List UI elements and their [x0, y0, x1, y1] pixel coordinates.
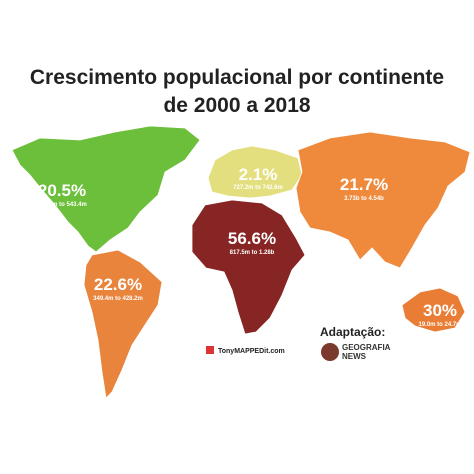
percent-label: 20.5%: [38, 181, 86, 200]
brand-name-1: GEOGRAFIA: [342, 343, 391, 352]
labels: 20.5% 450.8m to 543.4m 22.6% 349.4m to 4…: [37, 165, 461, 328]
percent-label: 21.7%: [340, 175, 388, 194]
percent-label: 30%: [423, 301, 457, 320]
percent-label: 56.6%: [228, 229, 276, 248]
asia: [295, 131, 471, 269]
title-line-1: Crescimento populacional por continente: [30, 66, 444, 89]
range-label: 3.73b to 4.54b: [344, 196, 384, 202]
range-label: 727.2m to 742.6m: [233, 185, 283, 191]
range-label: 19.0m to 24.7m: [418, 322, 461, 328]
oceania: [401, 287, 466, 333]
percent-label: 2.1%: [239, 165, 278, 184]
percent-label: 22.6%: [94, 275, 142, 294]
source-credit: TonyMAPPEDit.com: [218, 348, 285, 355]
brand-name-2: NEWS: [342, 352, 367, 361]
credits: TonyMAPPEDit.com Adaptação: GEOGRAFIA NE…: [206, 325, 391, 361]
africa: [191, 199, 306, 335]
range-label: 450.8m to 543.4m: [37, 202, 87, 208]
title-line-2: de 2000 a 2018: [163, 94, 310, 117]
south-america: [83, 249, 163, 399]
range-label: 817.5m to 1.28b: [230, 250, 275, 256]
source-logo: [206, 346, 214, 354]
adaptation-label: Adaptação:: [320, 325, 385, 339]
north-america: [11, 125, 201, 253]
brand-logo: [321, 343, 339, 361]
range-label: 349.4m to 428.2m: [93, 296, 143, 302]
